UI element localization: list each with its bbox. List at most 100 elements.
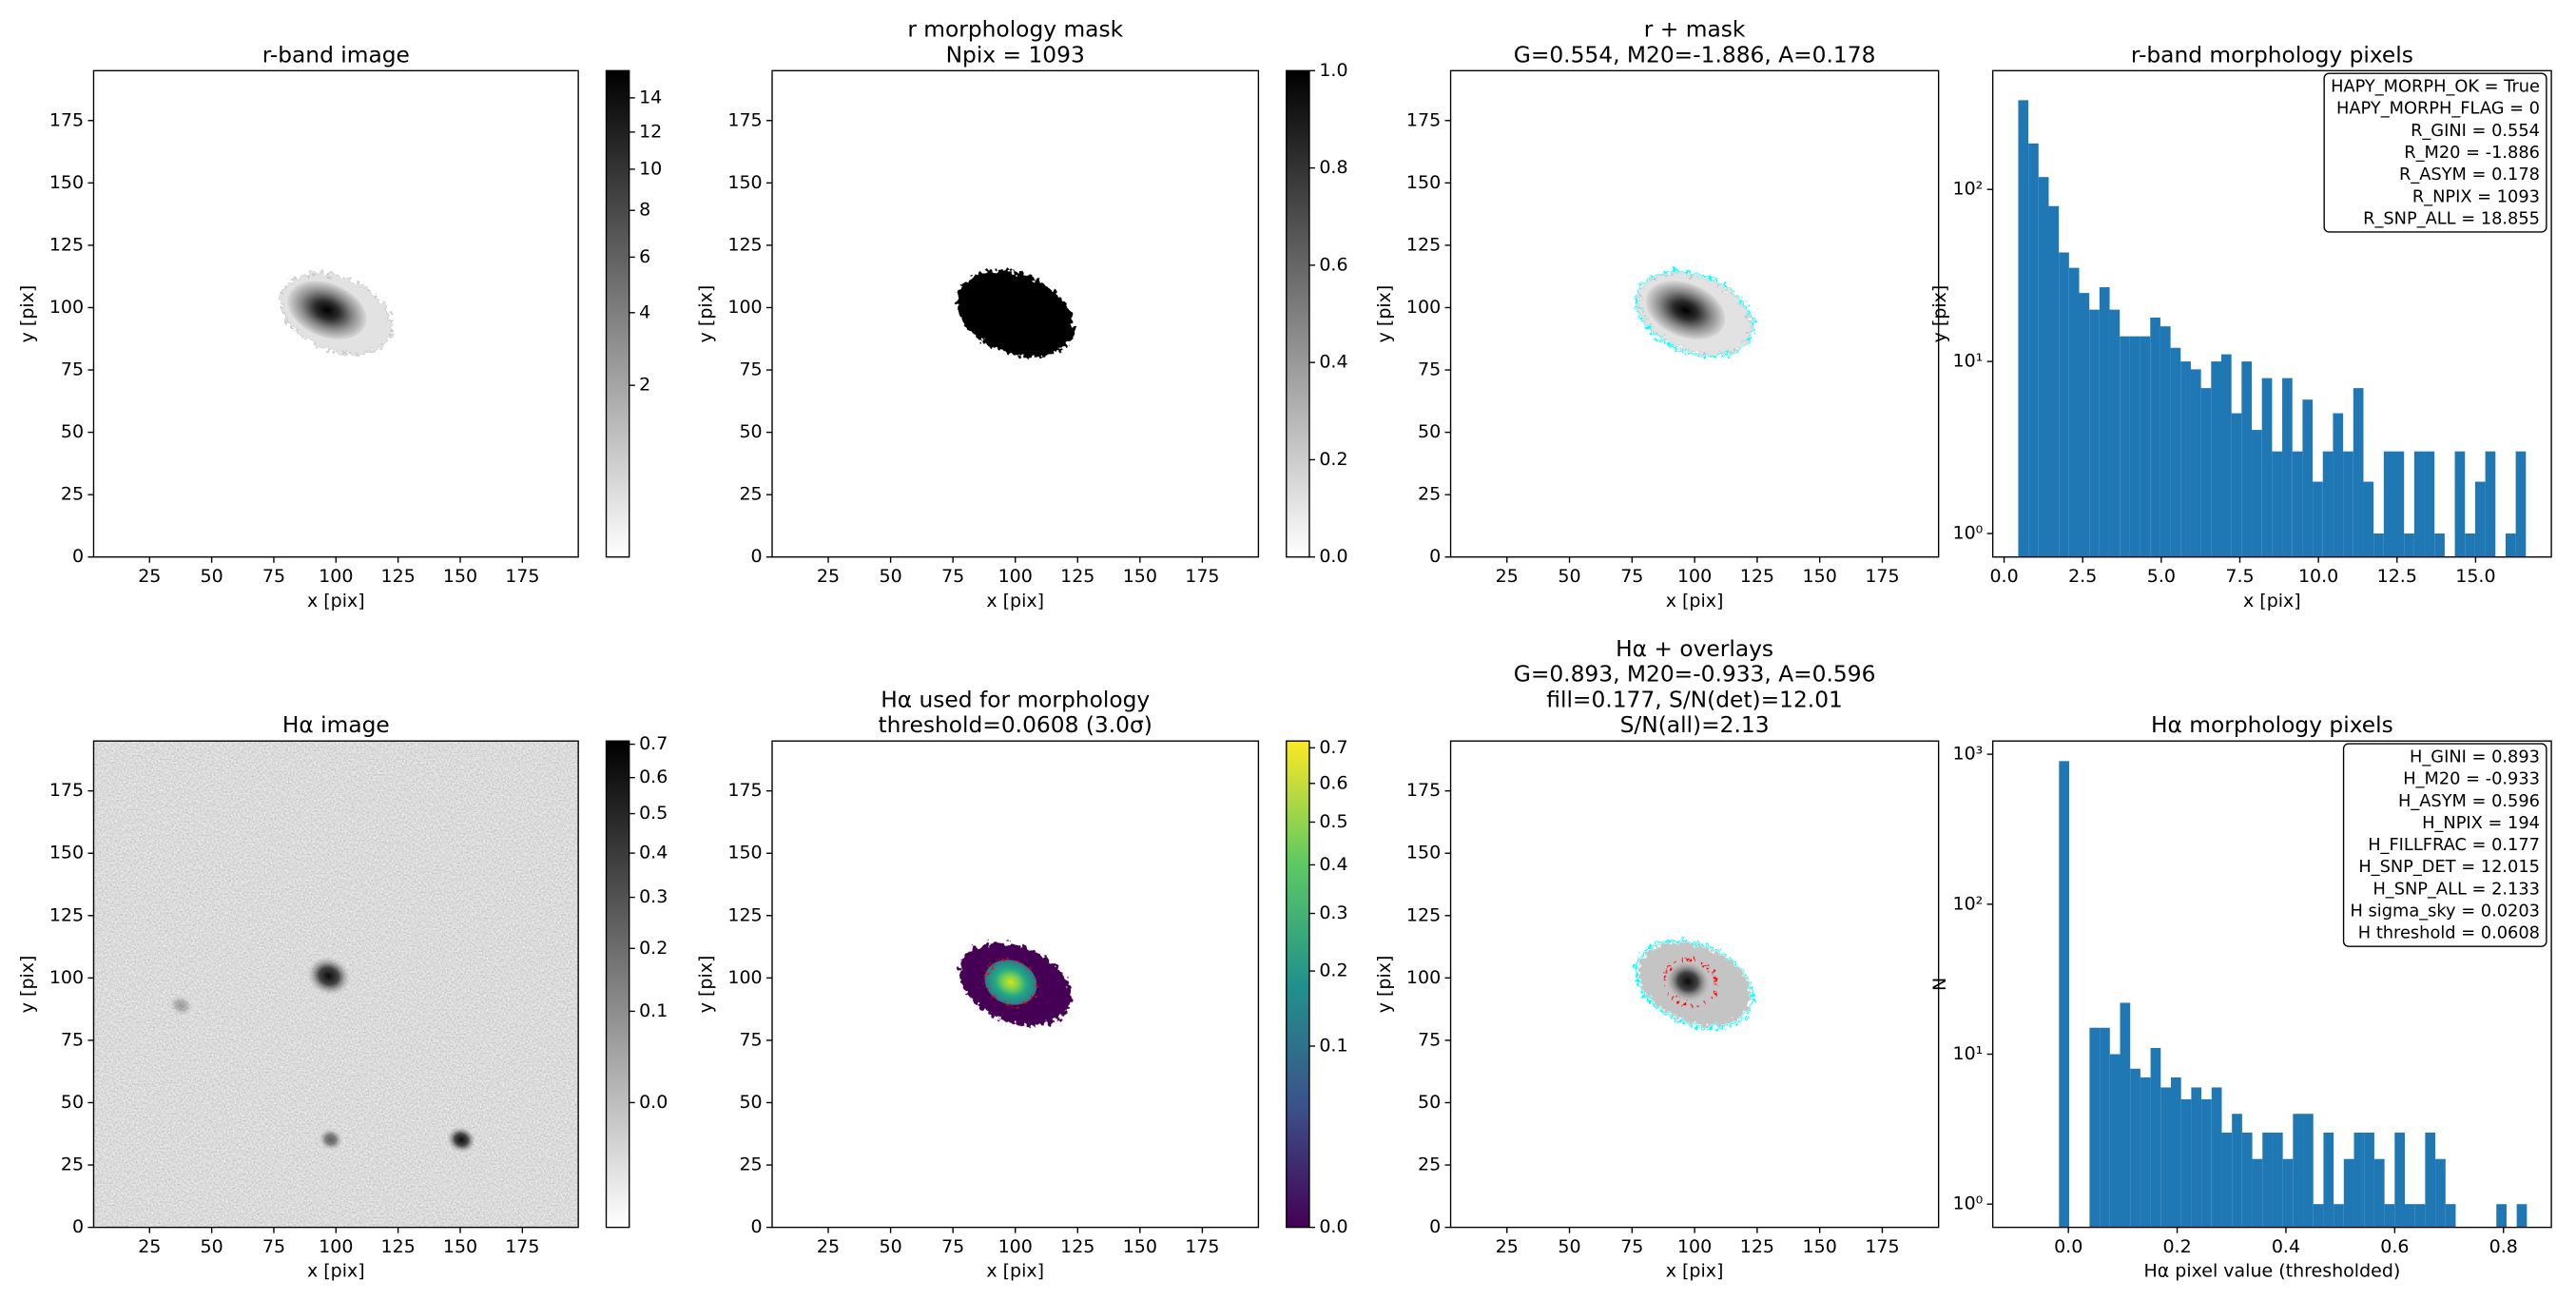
annotation-line: H_M20 = -0.933 <box>2403 769 2540 789</box>
x-tick-label: 125 <box>381 566 416 587</box>
colorbar-tick-label: 0.0 <box>1319 1216 1347 1237</box>
histogram-bar <box>2364 1132 2374 1228</box>
y-tick-label: 150 <box>49 843 84 863</box>
histogram-bar <box>2068 267 2080 557</box>
panel-title: G=0.554, M20=-1.886, A=0.178 <box>1514 42 1876 68</box>
panel: 0.0 2.5 5.0 7.5 10.0 12.5 15.0 10⁰ 10¹ 10² x [pix]… <box>1929 42 2552 611</box>
panel-title: r + mask <box>1644 16 1746 42</box>
histogram-bar <box>2282 378 2293 557</box>
x-tick-label: 50 <box>201 1236 223 1257</box>
y-tick-label: 0 <box>72 546 84 567</box>
panel-title: Hα morphology pixels <box>2151 712 2393 738</box>
y-tick-label: 100 <box>49 297 84 318</box>
annotation-frame <box>2323 72 2547 233</box>
histogram-bar <box>2413 451 2425 557</box>
histogram-bar <box>2129 336 2140 557</box>
x-tick-label: 175 <box>1865 1236 1899 1257</box>
histogram-bar <box>2404 1204 2415 1228</box>
y-axis-label: y [pix] <box>695 285 716 343</box>
histogram-bar <box>2079 293 2090 557</box>
x-tick-label: 25 <box>138 566 161 587</box>
colorbar-tick-label: 0.7 <box>1319 737 1347 758</box>
plot-area <box>1450 70 1939 557</box>
panel: 25 50 75 100 125 150 175 0 25 50 75 100 125 150 175 x [… <box>695 687 1347 1281</box>
x-tick-label: 125 <box>381 1236 416 1257</box>
y-tick-label: 125 <box>49 234 84 255</box>
histogram-bar <box>2515 451 2527 557</box>
annotation-line: H_NPIX = 194 <box>2422 813 2540 833</box>
y-axis-label: y [pix] <box>1374 285 1395 343</box>
annotation-line: R_M20 = -1.886 <box>2404 143 2540 163</box>
x-tick-label: 75 <box>1620 566 1643 587</box>
histogram-bar <box>2373 533 2384 557</box>
y-tick-label: 25 <box>1418 1154 1441 1175</box>
panel: 0.0 0.2 0.4 0.6 0.8 10⁰ 10¹ 10² 10³ Hα pixel valu… <box>1929 712 2552 1282</box>
x-tick-label: 0.2 <box>2162 1236 2191 1257</box>
histogram-bar <box>2018 100 2029 557</box>
histogram-bar <box>2220 354 2232 557</box>
x-tick-label: 175 <box>1185 566 1219 587</box>
y-tick-label: 50 <box>739 1092 762 1113</box>
histogram-bar <box>2211 361 2221 557</box>
histogram-bar <box>2180 1098 2192 1228</box>
colorbar-tick-label: 0.4 <box>639 843 668 863</box>
y-tick-label: 75 <box>739 359 762 380</box>
panel-title: S/N(all)=2.13 <box>1620 712 1770 738</box>
histogram-bar <box>2333 413 2344 557</box>
x-tick-label: 50 <box>1558 566 1580 587</box>
plot-area <box>93 741 579 1228</box>
y-tick-label: 125 <box>49 904 84 925</box>
histogram-bar <box>2425 1132 2436 1228</box>
colorbar <box>605 69 630 558</box>
mask-region <box>957 270 1075 358</box>
y-tick-label: 50 <box>1418 421 1441 442</box>
histogram-bar <box>2322 451 2334 557</box>
histogram-bar <box>2353 1132 2365 1228</box>
colorbar-tick-label: 10 <box>639 158 662 179</box>
x-tick-label: 5.0 <box>2147 566 2176 587</box>
panel-title: r-band image <box>262 42 410 68</box>
panel-title: r morphology mask <box>907 16 1123 42</box>
y-tick-label: 75 <box>61 1029 84 1050</box>
y-tick-label: 50 <box>1418 1092 1441 1113</box>
y-tick-label: 75 <box>1418 359 1441 380</box>
x-tick-label: 75 <box>941 566 964 587</box>
histogram-bar <box>2343 1158 2354 1228</box>
histogram-bar <box>2160 1087 2171 1228</box>
y-tick-label: 75 <box>739 1029 762 1050</box>
x-tick-label: 0.4 <box>2272 1236 2300 1257</box>
histogram-bar <box>2454 451 2466 557</box>
y-tick-label: 25 <box>61 1154 84 1175</box>
histogram-bar <box>2302 399 2314 557</box>
panel-title: Npix = 1093 <box>946 42 1085 68</box>
y-axis-label: N <box>1929 978 1950 991</box>
panel-title: threshold=0.0608 (3.0σ) <box>879 712 1152 738</box>
colorbar-tick-label: 0.1 <box>1319 1036 1347 1057</box>
galaxy-core <box>287 281 367 340</box>
panel: 25 50 75 100 125 150 175 0 25 50 75 100 125 150 175 x [… <box>17 42 662 611</box>
y-axis-label: y [pix] <box>17 956 38 1014</box>
histogram-bar <box>2180 361 2191 557</box>
x-axis-label: x [pix] <box>1666 591 1724 611</box>
x-tick-label: 150 <box>1803 1236 1837 1257</box>
histogram-bar <box>2261 378 2273 557</box>
x-tick-label: 25 <box>817 566 840 587</box>
histogram-bar <box>2100 1027 2110 1228</box>
y-tick-label: 100 <box>727 297 762 318</box>
colorbar-tick-label: 0.2 <box>1319 449 1347 470</box>
panel-title: fill=0.177, S/N(det)=12.01 <box>1546 687 1843 712</box>
y-tick-label: 10¹ <box>1953 1043 1984 1064</box>
colorbar-tick-label: 0.8 <box>1319 157 1347 178</box>
histogram-bar <box>2343 451 2353 557</box>
x-tick-label: 50 <box>1558 1236 1580 1257</box>
histogram-bar <box>2393 451 2405 557</box>
colorbar-tick-label: 0.6 <box>639 766 668 787</box>
plot-area <box>772 741 1259 1228</box>
y-tick-label: 50 <box>61 1092 84 1113</box>
histogram-bar <box>2465 533 2475 557</box>
x-tick-label: 175 <box>505 566 539 587</box>
histogram-bar <box>2140 336 2151 557</box>
colorbar <box>1286 740 1310 1229</box>
